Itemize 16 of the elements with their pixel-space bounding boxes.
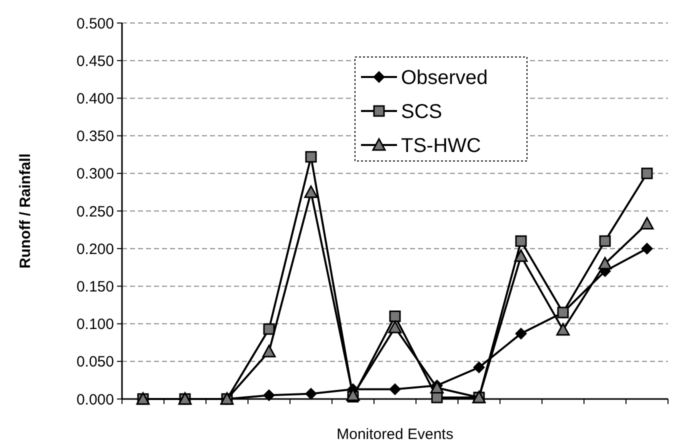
legend-label: SCS — [401, 101, 442, 123]
y-tick-label: 0.350 — [76, 128, 114, 146]
y-tick-label: 0.100 — [76, 316, 114, 334]
y-tick-label: 0.500 — [76, 15, 114, 32]
y-tick-label: 0.000 — [76, 391, 114, 408]
legend-label: Observed — [401, 67, 488, 89]
y-tick-label: 0.450 — [76, 52, 114, 70]
x-axis-title: Monitored Events — [336, 426, 454, 443]
y-tick-label: 0.300 — [76, 166, 114, 183]
legend-label: TS-HWC — [401, 135, 481, 157]
y-tick-label: 0.150 — [76, 278, 114, 296]
y-tick-label: 0.200 — [76, 240, 114, 258]
y-tick-label: 0.400 — [76, 90, 114, 108]
y-tick-label: 0.250 — [76, 203, 114, 220]
y-axis-title: Runoff / Rainfall — [17, 154, 34, 268]
y-tick-label: 0.050 — [76, 354, 114, 371]
